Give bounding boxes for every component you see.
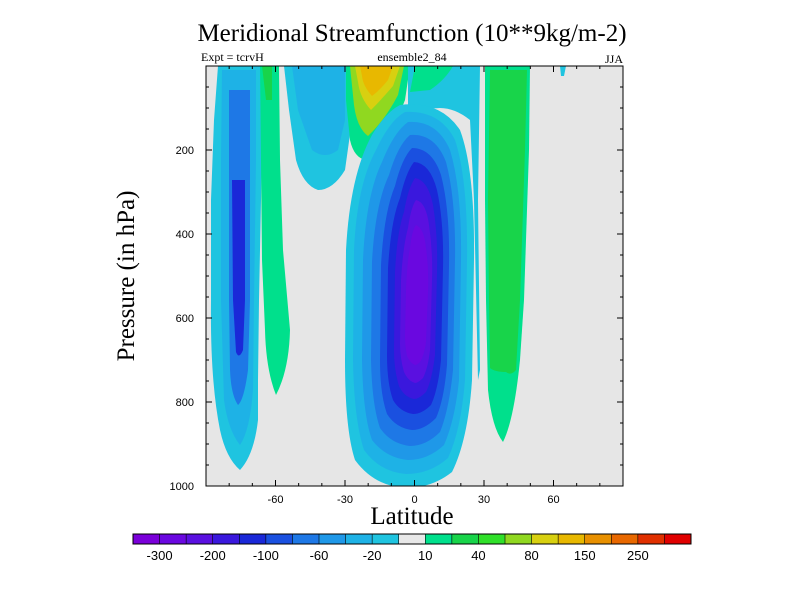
- y-tick-label: 400: [176, 229, 194, 241]
- colorbar-label: 40: [471, 548, 485, 563]
- x-tick-label: 0: [411, 494, 417, 506]
- colorbar-swatch: [558, 534, 586, 544]
- colorbar-label: -300: [147, 548, 173, 563]
- colorbar-swatch: [372, 534, 400, 544]
- colorbar: -300 -200 -100 -60 -20 10 40 80 150 250: [132, 533, 692, 563]
- season-label: JJA: [605, 52, 623, 66]
- contour-region-nh-upper-green: [410, 66, 453, 92]
- contour-region-sh-green-dark: [262, 66, 272, 100]
- colorbar-label: 80: [524, 548, 538, 563]
- x-tick-label: -60: [268, 494, 284, 506]
- x-axis: -60 -30 0 30 60: [205, 66, 624, 506]
- y-axis-label: Pressure (in hPa): [113, 191, 140, 362]
- colorbar-swatch: [531, 534, 559, 544]
- contour-fills: [210, 66, 566, 486]
- colorbar-label: 150: [574, 548, 596, 563]
- contour-region-upper-orange: [360, 66, 393, 96]
- y-tick-label: 600: [176, 313, 194, 325]
- contour-region-nh-small: [560, 66, 566, 76]
- colorbar-swatch: [159, 534, 187, 544]
- colorbar-label: -100: [253, 548, 279, 563]
- x-tick-label: 30: [478, 494, 490, 506]
- contour-region-nh-green-dark: [488, 70, 527, 374]
- colorbar-swatch: [345, 534, 373, 544]
- colorbar-swatch: [212, 534, 240, 544]
- colorbar-swatch: [451, 534, 479, 544]
- colorbar-label: -20: [363, 548, 382, 563]
- x-tick-label: -30: [337, 494, 353, 506]
- y-tick-label: 200: [176, 145, 194, 157]
- ensemble-label: ensemble2_84: [377, 50, 446, 64]
- colorbar-swatch: [319, 534, 346, 544]
- contour-region-deep-violet2: [405, 225, 429, 365]
- contour-region-nh-upper-cyan: [408, 66, 480, 380]
- y-axis: 200 400 600 800 1000: [170, 65, 623, 493]
- colorbar-swatch: [239, 534, 267, 544]
- colorbar-label: -60: [310, 548, 329, 563]
- colorbar-swatch: [637, 534, 665, 544]
- colorbar-swatch: [186, 534, 214, 544]
- colorbar-swatch: [584, 534, 612, 544]
- colorbar-swatch: [425, 534, 453, 544]
- colorbar-swatch: [611, 534, 639, 544]
- experiment-label: Expt = tcrvH: [201, 50, 264, 64]
- y-tick-label: 800: [176, 397, 194, 409]
- colorbar-swatch: [133, 534, 160, 544]
- contour-region-sh-core: [232, 180, 245, 356]
- colorbar-swatch: [664, 534, 692, 544]
- x-axis-label: Latitude: [370, 503, 453, 530]
- contour-region-sh-green: [260, 66, 290, 395]
- x-tick-label: 60: [547, 494, 559, 506]
- y-tick-label: 1000: [170, 481, 194, 493]
- colorbar-swatch: [292, 534, 320, 544]
- colorbar-swatch: [505, 534, 532, 544]
- colorbar-frame: [132, 533, 692, 545]
- colorbar-swatch: [478, 534, 506, 544]
- chart-title: Meridional Streamfunction (10**9kg/m-2): [197, 20, 626, 47]
- colorbar-label: 250: [627, 548, 649, 563]
- colorbar-label: 10: [418, 548, 432, 563]
- colorbar-swatch: [398, 534, 426, 544]
- colorbar-swatch: [265, 534, 293, 544]
- contour-region-upper-blue: [292, 66, 345, 155]
- colorbar-label: -200: [200, 548, 226, 563]
